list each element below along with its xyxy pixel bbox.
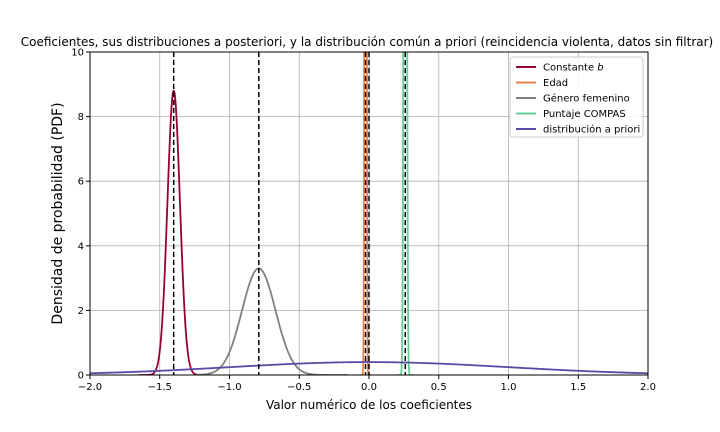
legend: Constante b Edad Género femenino Puntaje CO… <box>509 56 644 138</box>
y-tick-label: 0 <box>78 371 84 382</box>
y-tick-label: 6 <box>78 177 84 188</box>
y-tick-label: 8 <box>78 112 84 123</box>
legend-label: distribución a priori <box>543 124 640 136</box>
x-tick-label: 1.5 <box>570 382 586 393</box>
series-line-4 <box>90 361 648 375</box>
chart-title: Coeficientes, sus distribuciones a poste… <box>21 35 714 49</box>
legend-box <box>509 56 644 138</box>
y-tick-label: 4 <box>78 241 84 252</box>
legend-label: Género femenino <box>543 93 630 105</box>
legend-label: Edad <box>543 78 568 89</box>
x-tick-label: −0.5 <box>287 382 311 393</box>
legend-label: Constante b <box>543 63 604 74</box>
plot-area: −2.0 −1.5 −1.0 −0.5 0.0 0.5 1.0 1.5 2.0 0 2 4 6 8 10 Co… <box>71 48 656 394</box>
x-tick-label: 2.0 <box>640 382 656 393</box>
y-tick-label: 10 <box>71 48 84 59</box>
y-axis-label: Densidad de probabilidad (PDF) <box>50 102 66 324</box>
x-tick-label: −2.0 <box>78 382 102 393</box>
x-tick-label: 0.5 <box>431 382 447 393</box>
x-tick-label: −1.0 <box>217 382 241 393</box>
legend-label-italic: b <box>597 63 603 74</box>
legend-label: Puntaje COMPAS <box>543 109 626 120</box>
x-tick-label: 1.0 <box>501 382 517 393</box>
x-tick-label: 0.0 <box>361 382 377 393</box>
x-axis-label: Valor numérico de los coeficientes <box>266 398 472 412</box>
x-tick-label: −1.5 <box>148 382 172 393</box>
y-tick-label: 2 <box>78 306 84 317</box>
series-line-2 <box>194 267 349 375</box>
